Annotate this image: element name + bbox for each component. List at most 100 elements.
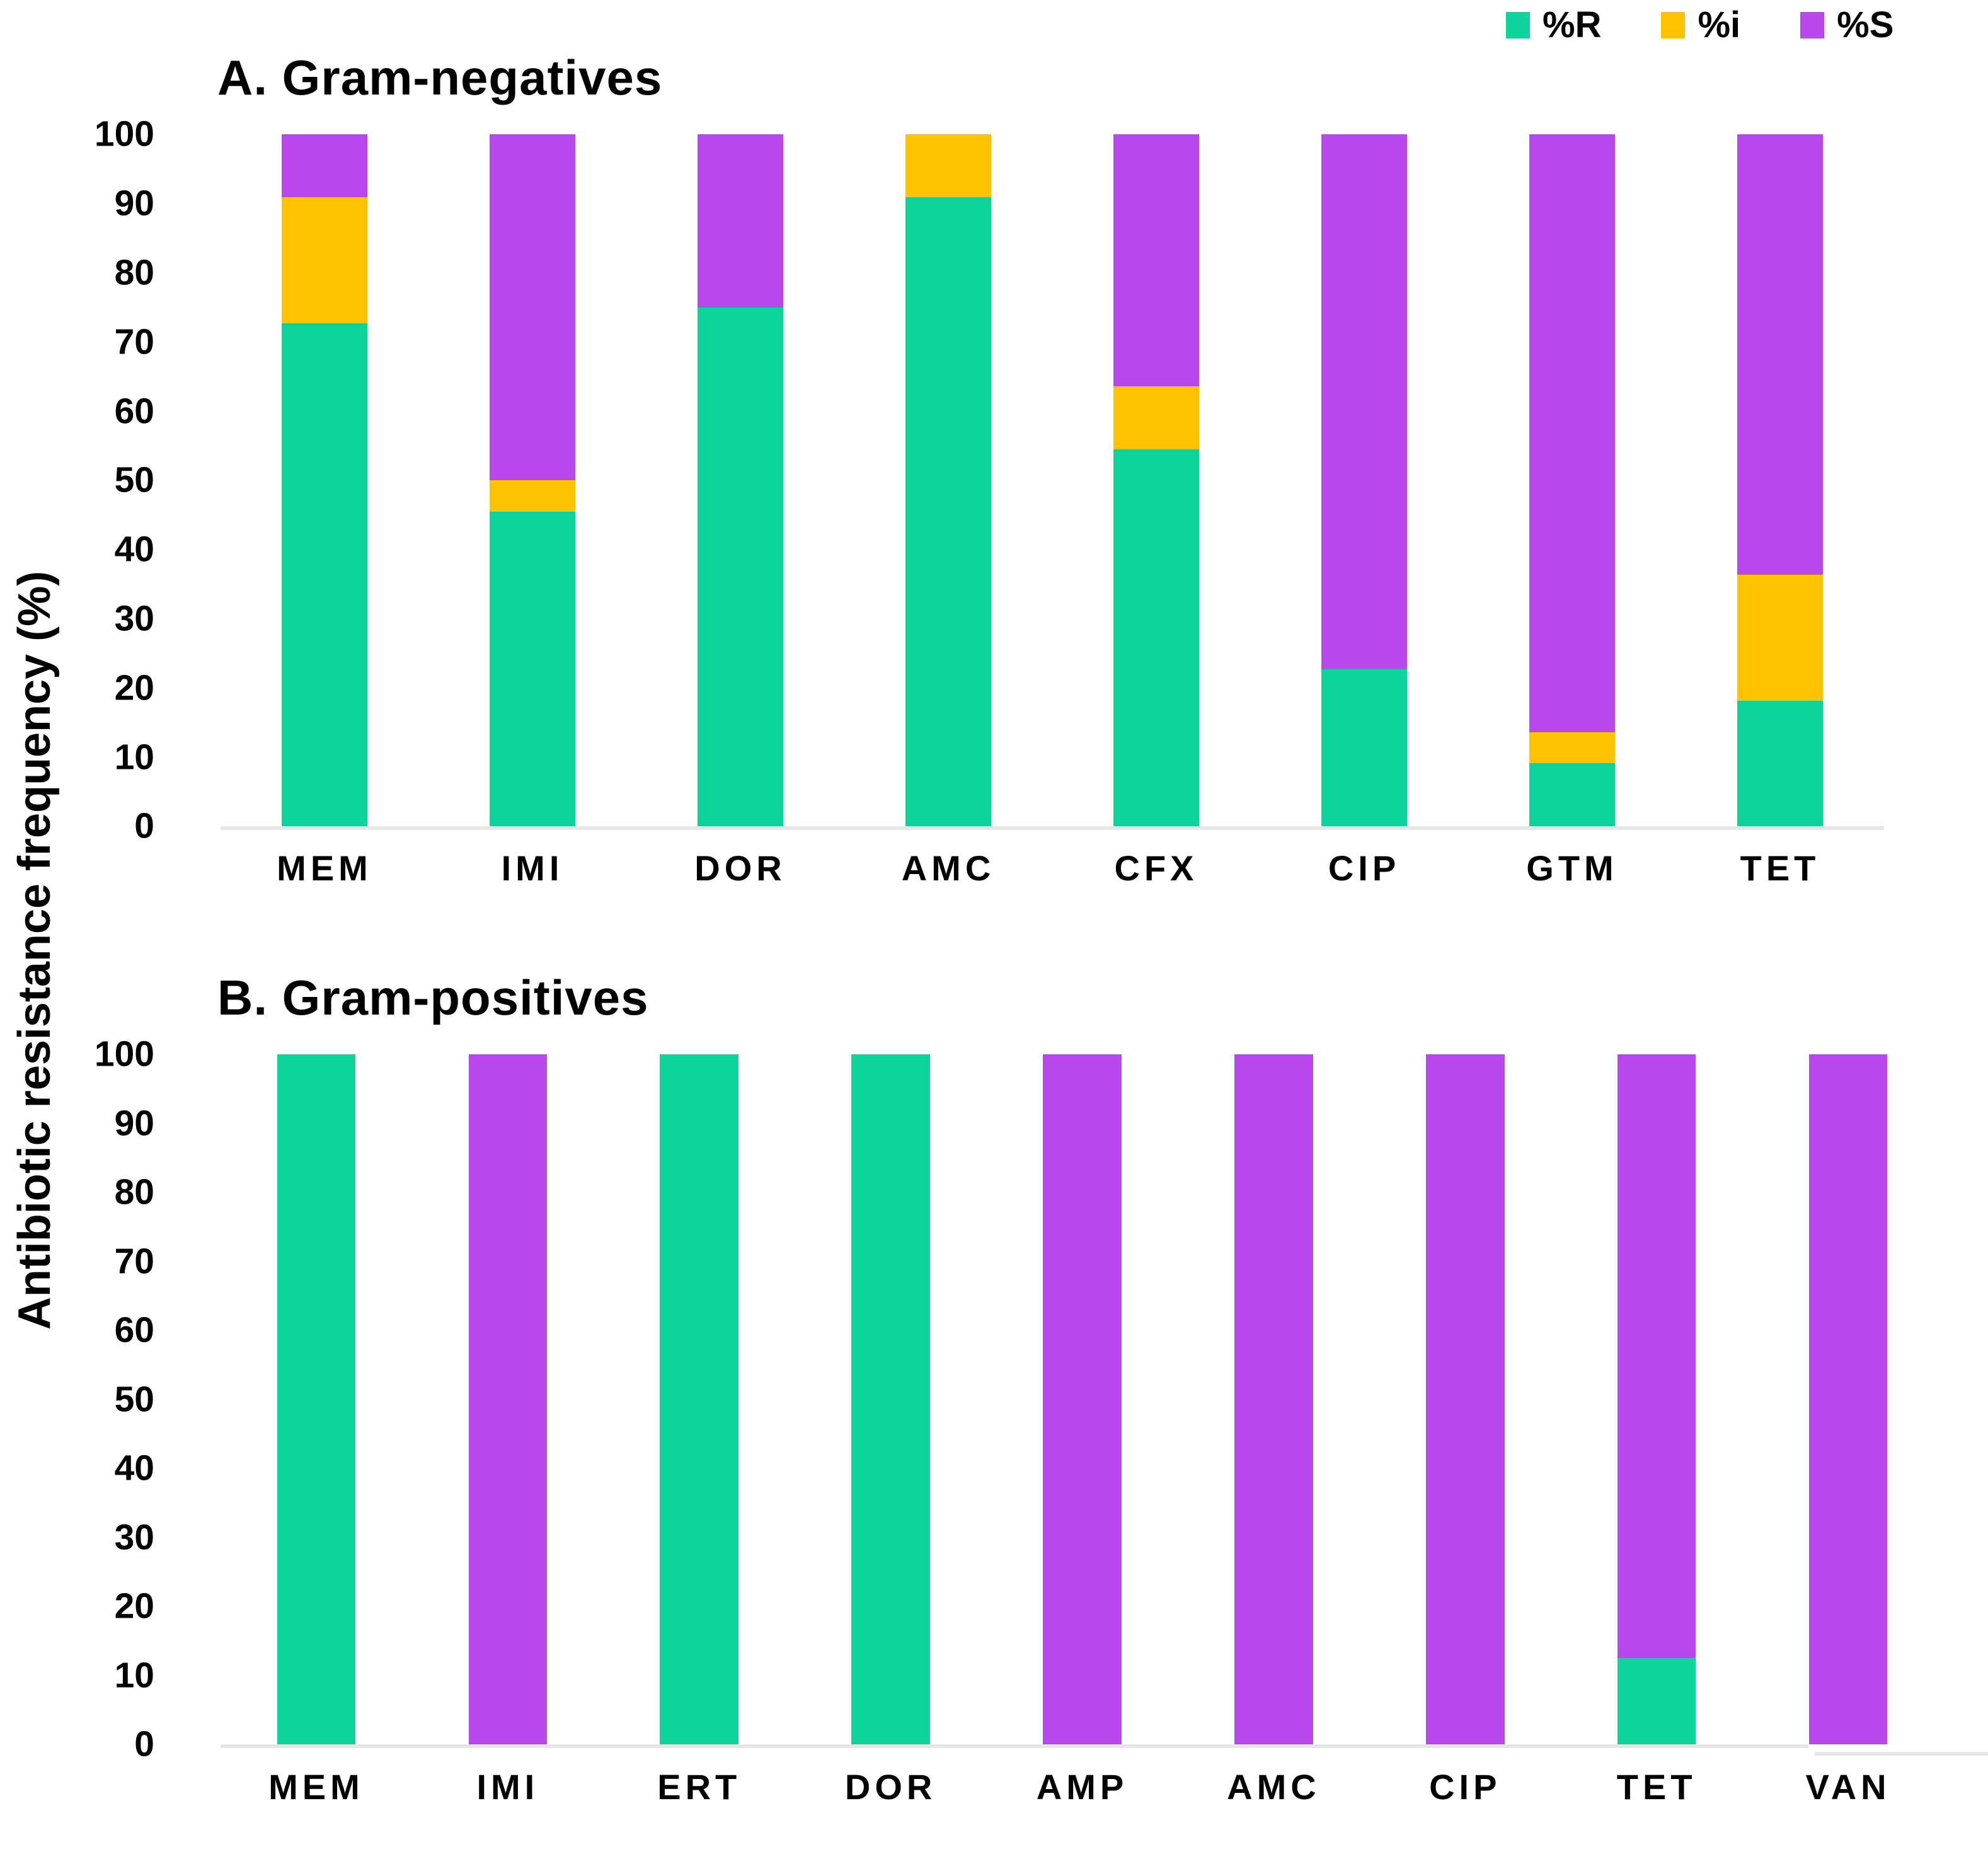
panel-gram-positives: B. Gram-positives 0 10 20 30 40 50 60 70 80 90 100… — [0, 970, 1988, 1807]
category-band-amc — [844, 134, 1052, 827]
y-tick-label-20: 20 — [114, 1586, 154, 1627]
category-band-dor — [795, 1054, 987, 1745]
segment-S-mem — [282, 134, 367, 198]
segment-R-ert — [660, 1054, 739, 1745]
segment-i-mem — [282, 197, 367, 324]
stacked-bar-tet — [1617, 1054, 1696, 1745]
y-tick-label-60: 60 — [114, 1310, 154, 1350]
segment-S-imi — [490, 134, 575, 481]
segment-R-imi — [490, 511, 575, 827]
x-category-label-tet: TET — [1616, 1767, 1697, 1807]
y-tick-label-90: 90 — [114, 1103, 154, 1144]
y-tick-label-0: 0 — [134, 805, 154, 846]
stacked-bar-ert — [660, 1054, 739, 1745]
category-band-mem — [221, 1054, 412, 1745]
segment-R-gtm — [1529, 763, 1615, 827]
legend-item-pct-S: %S — [1800, 4, 1893, 46]
y-tick-label-50: 50 — [114, 459, 154, 500]
segment-R-mem — [277, 1054, 356, 1745]
stacked-bar-amp — [1043, 1054, 1122, 1745]
category-band-cip — [1260, 134, 1468, 827]
y-tick-label-60: 60 — [114, 391, 154, 432]
category-band-mem — [221, 134, 428, 827]
y-tick-label-40: 40 — [114, 1448, 154, 1488]
stacked-bar-cip — [1425, 1054, 1505, 1745]
y-tick-label-70: 70 — [114, 1241, 154, 1282]
segment-S-cip — [1321, 134, 1407, 670]
segment-S-cfx — [1113, 134, 1199, 387]
segment-i-cfx — [1113, 386, 1199, 449]
legend-item-pct-R: %R — [1506, 4, 1601, 46]
legend-item-pct-i: %i — [1661, 4, 1740, 46]
bars-container — [221, 1054, 1944, 1745]
segment-S-amp — [1043, 1054, 1122, 1745]
segment-R-dor — [698, 307, 783, 827]
segment-R-tet — [1737, 700, 1823, 827]
legend: %R %i %S — [1506, 4, 1893, 46]
segment-S-imi — [468, 1054, 548, 1745]
x-category-label-dor: DOR — [694, 848, 786, 889]
stacked-bar-tet — [1737, 134, 1823, 827]
legend-label: %R — [1543, 4, 1602, 45]
segment-R-cfx — [1113, 449, 1199, 827]
segment-i-imi — [490, 480, 575, 512]
stacked-bar-dor — [698, 134, 783, 827]
category-band-imi — [412, 1054, 604, 1745]
bars-container — [221, 134, 1884, 827]
segment-R-amc — [905, 197, 991, 827]
segment-S-dor — [698, 134, 783, 308]
y-tick-label-50: 50 — [114, 1379, 154, 1420]
category-band-amc — [1178, 1054, 1369, 1745]
legend-swatch-icon — [1661, 11, 1686, 38]
stacked-bar-imi — [468, 1054, 548, 1745]
x-category-label-gtm: GTM — [1526, 848, 1618, 889]
x-category-label-amp: AMP — [1036, 1767, 1129, 1807]
x-category-label-cip: CIP — [1429, 1767, 1502, 1807]
x-axis-line — [221, 826, 1884, 831]
x-axis-line — [221, 1744, 1808, 1749]
segment-S-gtm — [1529, 134, 1615, 733]
y-tick-label-90: 90 — [114, 183, 154, 224]
segment-S-cip — [1425, 1054, 1505, 1745]
panel-gram-positives-title: B. Gram-positives — [217, 970, 649, 1025]
x-axis-labels: MEM IMI DOR AMC CFX CIP GTM TET — [221, 848, 1884, 889]
panel-gram-negatives: A. Gram-negatives 0 10 20 30 40 50 60 70 80 90 100… — [0, 50, 1988, 888]
y-axis-title: Antibiotic resistance frequency (%) — [9, 570, 60, 1330]
stacked-bar-mem — [282, 134, 367, 827]
segment-S-van — [1808, 1054, 1888, 1745]
x-category-label-mem: MEM — [277, 848, 372, 889]
x-category-label-van: VAN — [1805, 1767, 1891, 1807]
panel-gram-positives-plot: 0 10 20 30 40 50 60 70 80 90 100 MEM IMI ERT DOR AMP AM… — [0, 1036, 1988, 1807]
x-category-label-dor: DOR — [844, 1767, 937, 1807]
segment-S-tet — [1737, 134, 1823, 575]
panel-gram-negatives-title: A. Gram-negatives — [217, 50, 663, 105]
category-band-imi — [428, 134, 636, 827]
category-band-ert — [604, 1054, 795, 1745]
segment-R-mem — [282, 323, 367, 827]
x-category-label-amc: AMC — [1227, 1767, 1321, 1807]
segment-S-tet — [1617, 1054, 1696, 1659]
legend-label: %S — [1837, 4, 1894, 45]
y-axis-ticks: 0 10 20 30 40 50 60 70 80 90 100 — [0, 116, 189, 844]
category-band-tet — [1676, 134, 1884, 827]
x-category-label-mem: MEM — [268, 1767, 364, 1807]
x-category-label-ert: ERT — [657, 1767, 742, 1807]
legend-swatch-icon — [1800, 11, 1825, 38]
segment-i-amc — [905, 134, 991, 198]
x-category-label-imi: IMI — [501, 848, 564, 889]
y-tick-label-30: 30 — [114, 1517, 154, 1558]
legend-label: %i — [1698, 4, 1741, 45]
legend-swatch-icon — [1506, 11, 1530, 38]
y-tick-label-40: 40 — [114, 529, 154, 570]
y-tick-label-100: 100 — [94, 1034, 154, 1074]
y-tick-label-30: 30 — [114, 598, 154, 639]
stacked-bar-gtm — [1529, 134, 1615, 827]
x-axis-line-segment — [1815, 1752, 1988, 1756]
category-band-cfx — [1052, 134, 1260, 827]
x-axis-labels: MEM IMI ERT DOR AMP AMC CIP TET VAN — [221, 1766, 1944, 1807]
x-category-label-amc: AMC — [901, 848, 996, 889]
x-category-label-tet: TET — [1740, 848, 1820, 889]
y-tick-label-10: 10 — [114, 737, 154, 778]
x-category-label-cip: CIP — [1328, 848, 1401, 889]
